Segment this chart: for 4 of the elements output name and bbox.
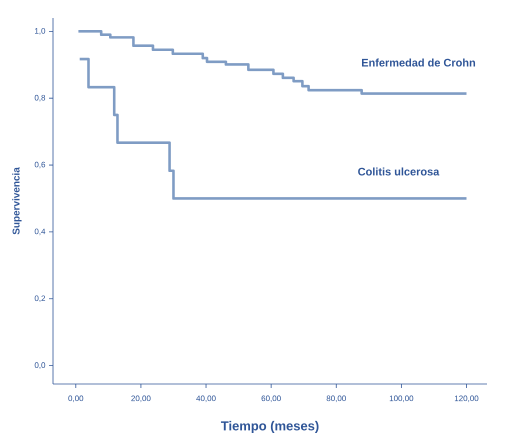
y-axis-title: Supervivencia	[12, 167, 22, 234]
text: Enfermedad de Crohn	[362, 58, 476, 67]
x-axis-title: Tiempo (meses)	[220, 420, 319, 433]
text: Colitis ulcerosa	[358, 167, 440, 176]
